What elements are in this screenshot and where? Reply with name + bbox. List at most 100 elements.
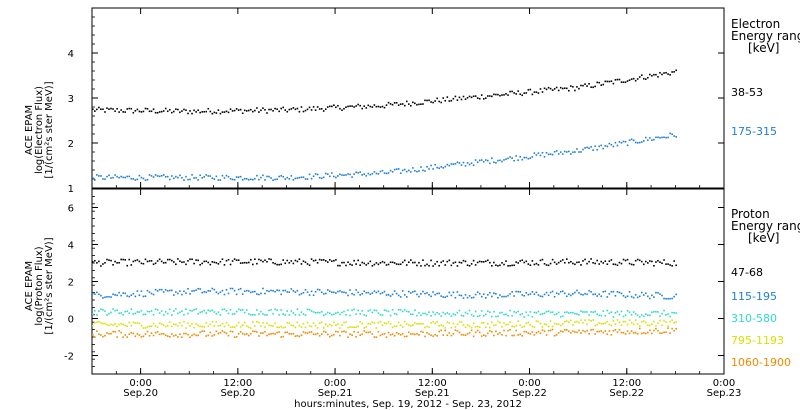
data-point <box>519 260 522 262</box>
data-point <box>383 261 386 264</box>
data-point <box>140 309 143 312</box>
data-point <box>333 313 335 316</box>
data-point <box>256 293 258 295</box>
data-point <box>561 87 564 90</box>
data-point <box>408 169 410 172</box>
data-point <box>274 308 276 311</box>
data-point <box>468 332 471 334</box>
x-tick-time: 12:00 <box>223 378 252 389</box>
data-point <box>545 323 548 326</box>
data-point <box>671 71 673 73</box>
data-point <box>487 310 489 313</box>
data-point <box>586 262 588 265</box>
data-point <box>600 295 603 298</box>
data-point <box>582 260 584 262</box>
data-point <box>217 109 220 111</box>
data-point <box>590 291 592 293</box>
data-point <box>357 331 359 334</box>
y-tick-label: 2 <box>68 139 74 150</box>
data-point <box>557 332 560 334</box>
data-point <box>270 333 272 335</box>
data-point <box>636 142 639 144</box>
data-point <box>636 258 639 261</box>
data-point <box>134 312 137 315</box>
data-point <box>306 178 309 180</box>
data-point <box>501 295 503 298</box>
data-point <box>606 145 609 148</box>
data-point <box>221 174 224 177</box>
data-point <box>476 315 479 318</box>
data-point <box>343 174 345 176</box>
data-point <box>559 260 562 263</box>
data-point <box>235 259 238 262</box>
data-point <box>602 147 605 150</box>
data-point <box>193 333 195 336</box>
data-point <box>519 324 522 326</box>
data-point <box>197 334 199 337</box>
data-point <box>337 264 339 267</box>
data-point <box>533 326 536 328</box>
data-point <box>229 308 232 311</box>
data-point <box>468 325 471 328</box>
data-point <box>586 85 588 87</box>
data-point <box>568 321 570 324</box>
data-point <box>594 85 596 88</box>
data-point <box>227 334 230 337</box>
data-point <box>292 290 295 292</box>
data-point <box>193 177 195 179</box>
data-point <box>290 175 293 177</box>
data-point <box>369 309 372 311</box>
data-point <box>298 110 301 113</box>
data-point <box>487 159 489 162</box>
data-point <box>148 110 151 113</box>
data-point <box>211 112 214 115</box>
data-point <box>426 263 428 266</box>
data-point <box>671 327 673 330</box>
data-point <box>250 327 252 329</box>
data-point <box>347 173 349 175</box>
data-point <box>472 259 475 262</box>
data-point <box>393 168 396 171</box>
data-point <box>140 290 143 292</box>
data-point <box>302 313 305 315</box>
data-point <box>308 106 311 109</box>
data-point <box>651 332 653 335</box>
data-point <box>177 325 179 327</box>
data-point <box>408 103 410 105</box>
data-point <box>472 95 475 98</box>
data-point <box>470 329 473 332</box>
data-point <box>250 332 252 335</box>
data-point <box>268 108 270 111</box>
data-point <box>349 105 351 107</box>
data-point <box>576 313 578 315</box>
data-point <box>314 324 317 327</box>
data-point <box>412 261 414 264</box>
data-point <box>535 262 538 265</box>
data-point <box>647 76 649 79</box>
data-point <box>410 313 412 316</box>
data-point <box>442 167 445 169</box>
data-point <box>138 311 141 313</box>
data-point <box>572 330 574 332</box>
data-point <box>436 292 438 295</box>
data-point <box>466 264 469 267</box>
data-point <box>454 261 457 264</box>
data-point <box>355 313 357 315</box>
data-point <box>187 112 189 115</box>
data-point <box>598 263 601 265</box>
data-point <box>312 259 315 262</box>
data-point <box>464 326 467 329</box>
data-point <box>529 293 532 295</box>
data-point <box>426 292 428 294</box>
data-point <box>438 325 440 327</box>
data-point <box>363 173 366 175</box>
data-point <box>590 329 592 331</box>
data-point <box>630 263 633 266</box>
data-point <box>100 108 102 110</box>
data-point <box>266 260 268 263</box>
data-point <box>424 292 426 295</box>
data-point <box>547 153 550 156</box>
data-point <box>241 324 244 327</box>
data-point <box>493 261 495 264</box>
data-point <box>108 324 110 327</box>
